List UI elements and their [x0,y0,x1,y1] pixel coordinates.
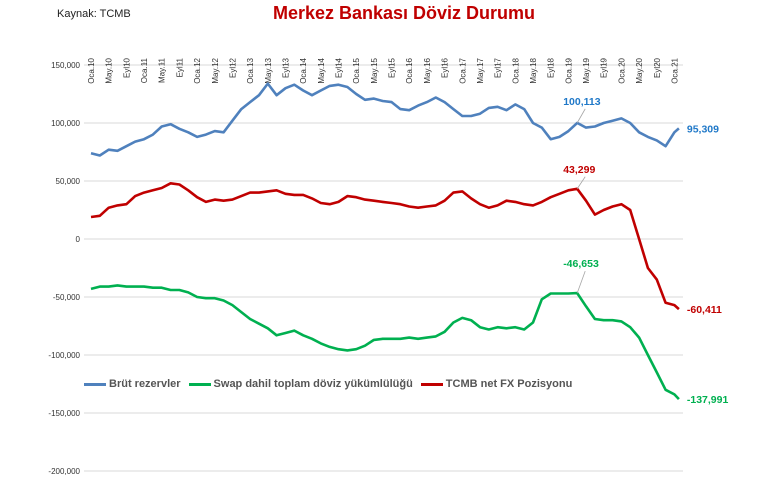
legend-item-brut: Brüt rezervler [84,378,181,390]
x-tick-label: Eyl20 [653,57,662,78]
source-note: Kaynak: TCMB [57,8,131,20]
data-label: -137,991 [687,394,729,406]
data-label: -60,411 [687,304,722,316]
legend-item-swap: Swap dahil toplam döviz yükümlülüğü [188,378,413,390]
legend-label: Swap dahil toplam döviz yükümlülüğü [213,378,413,390]
x-tick-label: Eyl14 [335,57,344,78]
x-tick-label: Eyl15 [388,57,397,78]
legend-item-net: TCMB net FX Pozisyonu [420,378,573,390]
legend-swatch [84,382,106,386]
x-tick-label: Eyl16 [441,57,450,78]
x-tick-label: May.12 [211,57,220,83]
x-tick-label: May.15 [370,57,379,83]
x-tick-label: May.16 [423,57,432,83]
y-tick-label: 150,000 [51,61,80,70]
x-tick-label: May.19 [582,57,591,83]
x-tick-label: Oca.18 [511,57,520,83]
series-line-0 [90,82,680,157]
x-tick-label: May.20 [635,57,644,83]
x-tick-label: May.13 [264,57,273,83]
data-label-leader [576,176,586,189]
x-tick-label: Oca.10 [87,57,96,83]
x-tick-label: Oca.21 [670,57,679,83]
x-tick-label: May.11 [158,57,167,83]
x-tick-label: Oca.16 [405,57,414,83]
y-tick-label: -100,000 [48,351,80,360]
x-tick-label: Oca.12 [193,57,202,83]
x-tick-label: Oca.15 [352,57,361,83]
y-tick-label: -150,000 [48,409,80,418]
series-line-1 [90,284,680,400]
legend-label: TCMB net FX Pozisyonu [445,378,573,390]
x-tick-label: Oca.14 [299,57,308,83]
x-tick-label: Eyl12 [228,57,237,78]
y-tick-label: -200,000 [48,467,80,476]
x-tick-label: Oca.19 [564,57,573,83]
legend-swatch [188,382,211,386]
data-label-leader [576,270,586,294]
x-tick-label: Eyl17 [494,57,503,78]
legend-swatch [420,382,443,386]
x-tick-label: Eyl13 [281,57,290,78]
data-label: 100,113 [563,96,601,108]
series-line-2 [90,182,680,311]
y-tick-label: 0 [76,235,81,244]
x-tick-label: Oca.11 [140,57,149,83]
y-tick-label: -50,000 [53,293,81,302]
x-tick-label: Oca.20 [617,57,626,83]
data-label: -46,653 [563,258,599,270]
x-tick-label: May.17 [476,57,485,83]
x-tick-label: Eyl19 [600,57,609,78]
x-tick-label: Eyl11 [175,57,184,77]
x-tick-label: Oca.17 [458,57,467,83]
legend-label: Brüt rezervler [109,378,181,390]
x-tick-label: May.14 [317,57,326,83]
y-tick-label: 100,000 [51,119,80,128]
chart-title: Merkez Bankası Döviz Durumu [272,3,536,23]
x-tick-label: Eyl10 [122,57,131,78]
data-label: 95,309 [687,123,719,135]
x-tick-label: Eyl18 [547,57,556,78]
x-tick-label: May.18 [529,57,538,83]
legend: Brüt rezervler Swap dahil toplam döviz y… [84,378,572,390]
x-tick-label: Oca.13 [246,57,255,83]
data-label-leader [576,108,586,124]
x-tick-label: May.10 [105,57,114,83]
y-tick-label: 50,000 [56,177,81,186]
data-label: 43,299 [563,164,595,176]
